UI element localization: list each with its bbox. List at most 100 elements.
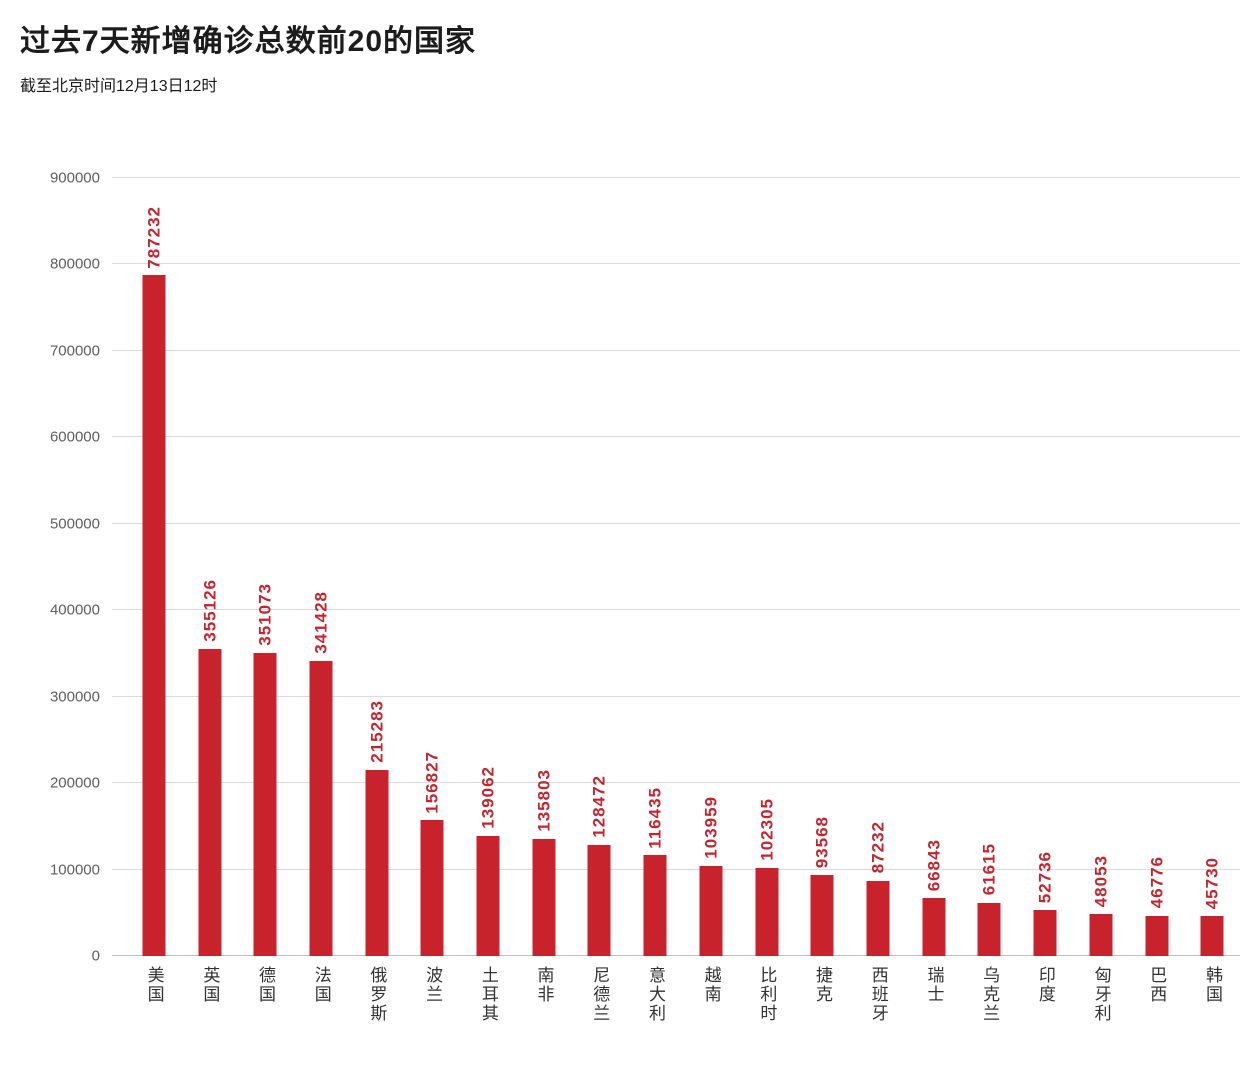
gridline — [112, 782, 1240, 784]
bar — [1089, 914, 1113, 956]
gridline — [112, 695, 1240, 697]
bar — [476, 835, 500, 956]
y-tick-label: 900000 — [49, 169, 100, 187]
y-tick-label: 700000 — [49, 342, 100, 360]
bar — [142, 275, 166, 956]
gridline — [112, 609, 1240, 611]
bar-category-label: 尼德兰 — [590, 966, 610, 1023]
bar-column: 87232 西班牙 — [850, 178, 906, 1023]
bar-value-label: 93568 — [812, 815, 832, 869]
bar-column: 103959 越南 — [683, 178, 739, 1004]
bar-column: 355126 英国 — [182, 178, 238, 1004]
bar-category-label: 比利时 — [757, 966, 777, 1023]
bar-category-label: 意大利 — [645, 966, 665, 1023]
bar-value-label: 351073 — [255, 582, 275, 646]
bar-column: 128472 尼德兰 — [572, 178, 628, 1023]
bar-category-label: 英国 — [200, 966, 220, 1004]
bar — [587, 844, 611, 956]
bar — [198, 649, 222, 956]
bar-column: 116435 意大利 — [627, 178, 683, 1023]
bar — [420, 820, 444, 956]
bar-category-label: 波兰 — [423, 966, 443, 1004]
y-tick-label: 400000 — [49, 601, 100, 619]
bar-value-label: 46776 — [1147, 856, 1166, 909]
bar-value-label: 66843 — [924, 838, 944, 892]
bar-value-label: 355126 — [200, 579, 220, 643]
bar-column: 156827 波兰 — [405, 178, 461, 1004]
bar-value-label: 45730 — [1202, 857, 1222, 910]
bar — [977, 902, 1001, 956]
x-axis-line — [112, 955, 1240, 956]
chart-subtitle: 截至北京时间12月13日12时 — [20, 78, 218, 95]
gridline — [112, 349, 1240, 351]
bar — [643, 855, 667, 956]
chart-title: 过去7天新增确诊总数前20的国家 — [20, 25, 477, 58]
bar — [1145, 915, 1168, 956]
bar-column: 102305 比利时 — [739, 178, 795, 1023]
y-tick-label: 300000 — [49, 688, 100, 706]
bar-category-label: 巴西 — [1147, 966, 1167, 1004]
bar-value-label: 787232 — [144, 205, 164, 269]
bar — [253, 652, 277, 956]
bar-category-label: 捷克 — [813, 966, 833, 1004]
bar-category-label: 越南 — [701, 966, 721, 1004]
bar-column: 787232 美国 — [126, 178, 182, 1004]
plot-area: 0 100000 200000 300000 400000 500000 600000 700… — [50, 171, 1240, 1023]
bar-column: 341428 法国 — [293, 178, 349, 1004]
bar — [532, 838, 556, 956]
y-tick-label: 500000 — [49, 515, 100, 533]
bar-category-label: 土耳其 — [478, 966, 498, 1023]
y-tick-label: 200000 — [49, 774, 100, 792]
bar-column: 66843 瑞士 — [906, 178, 962, 1004]
bar-category-label: 西班牙 — [868, 966, 888, 1023]
bar — [866, 880, 890, 956]
bar-value-label: 215283 — [367, 700, 387, 763]
bar-column: 45730 韩国 — [1184, 178, 1240, 1004]
bar — [365, 769, 389, 956]
bar-value-label: 116435 — [645, 786, 665, 849]
bar-value-label: 48053 — [1091, 855, 1111, 908]
bar-column: 93568 捷克 — [794, 178, 850, 1004]
bar-column: 46776 巴西 — [1129, 178, 1185, 1004]
bar-category-label: 韩国 — [1202, 966, 1222, 1004]
y-tick-label: 0 — [91, 947, 100, 965]
bar-value-label: 61615 — [979, 843, 999, 896]
bar-category-label: 德国 — [256, 966, 276, 1004]
bar-category-label: 印度 — [1035, 966, 1055, 1004]
gridline — [112, 263, 1240, 265]
bar-category-label: 匈牙利 — [1091, 966, 1111, 1023]
bar-category-label: 俄罗斯 — [367, 966, 387, 1023]
bar-column: 135803 南非 — [516, 178, 572, 1004]
bar-column: 52736 印度 — [1017, 178, 1073, 1004]
bar-category-label: 美国 — [144, 966, 164, 1004]
bar-value-label: 156827 — [422, 750, 442, 814]
bar-value-label: 341428 — [311, 591, 331, 654]
chart-page: 过去7天新增确诊总数前20的国家 截至北京时间12月13日12时 0 100000… — [20, 25, 1240, 1023]
bar — [755, 867, 779, 956]
gridline — [112, 177, 1240, 178]
bar — [810, 875, 834, 956]
bar-column: 215283 俄罗斯 — [349, 178, 405, 1023]
bar-value-label: 52736 — [1035, 851, 1055, 904]
bar-column: 48053 匈牙利 — [1073, 178, 1129, 1023]
bar-value-label: 87232 — [868, 821, 888, 874]
bar — [309, 660, 333, 956]
bar-column: 61615 乌克兰 — [962, 178, 1018, 1023]
y-tick-label: 600000 — [49, 428, 100, 446]
y-tick-label: 100000 — [49, 861, 100, 879]
bar-category-label: 乌克兰 — [980, 966, 1000, 1023]
bar-category-label: 法国 — [311, 966, 331, 1004]
bar-chart: 0 100000 200000 300000 400000 500000 600000 700… — [50, 171, 1240, 1023]
gridline — [112, 522, 1240, 524]
bar-value-label: 135803 — [534, 768, 554, 832]
bar-category-label: 南非 — [534, 966, 554, 1004]
gridline — [112, 868, 1240, 870]
bar-value-label: 128472 — [589, 775, 609, 838]
bar — [1200, 916, 1224, 956]
bar-column: 139062 土耳其 — [460, 178, 516, 1023]
gridline — [112, 436, 1240, 438]
y-tick-label: 800000 — [49, 255, 100, 273]
bar — [922, 898, 946, 956]
bar — [699, 866, 723, 956]
bar-category-label: 瑞士 — [924, 966, 944, 1004]
